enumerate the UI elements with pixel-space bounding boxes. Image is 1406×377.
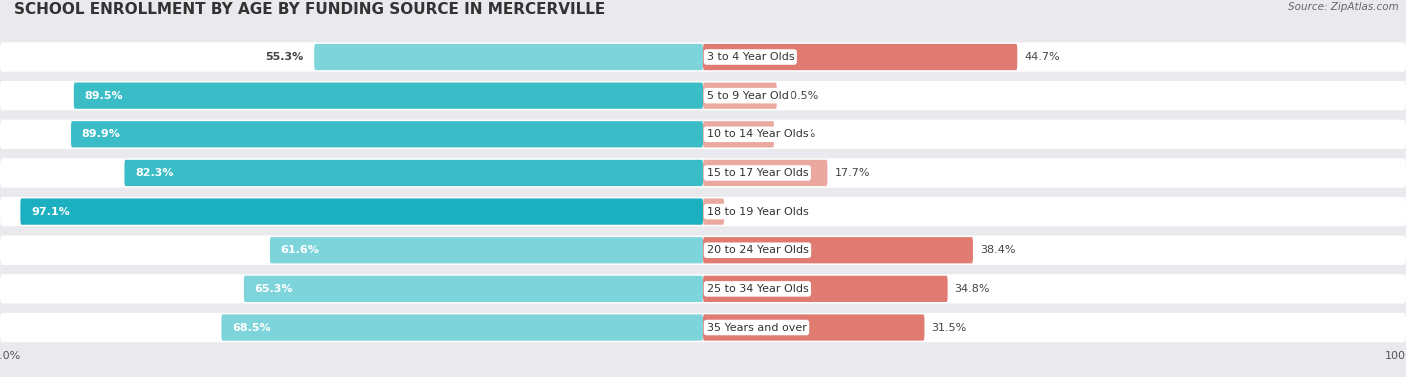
FancyBboxPatch shape xyxy=(125,160,703,186)
Text: 5 to 9 Year Old: 5 to 9 Year Old xyxy=(707,90,789,101)
Text: 10 to 14 Year Olds: 10 to 14 Year Olds xyxy=(707,129,808,139)
FancyBboxPatch shape xyxy=(0,158,1406,188)
Text: 3.0%: 3.0% xyxy=(731,207,759,217)
FancyBboxPatch shape xyxy=(703,314,925,341)
Text: 18 to 19 Year Olds: 18 to 19 Year Olds xyxy=(707,207,808,217)
Text: 82.3%: 82.3% xyxy=(135,168,173,178)
Text: 34.8%: 34.8% xyxy=(955,284,990,294)
FancyBboxPatch shape xyxy=(315,44,703,70)
FancyBboxPatch shape xyxy=(21,198,703,225)
Text: 38.4%: 38.4% xyxy=(980,245,1015,255)
Text: Source: ZipAtlas.com: Source: ZipAtlas.com xyxy=(1288,2,1399,12)
FancyBboxPatch shape xyxy=(703,160,827,186)
FancyBboxPatch shape xyxy=(703,83,778,109)
Text: 31.5%: 31.5% xyxy=(932,322,967,333)
FancyBboxPatch shape xyxy=(70,121,703,147)
FancyBboxPatch shape xyxy=(245,276,703,302)
FancyBboxPatch shape xyxy=(73,83,703,109)
Text: 89.5%: 89.5% xyxy=(84,90,122,101)
Text: 97.1%: 97.1% xyxy=(31,207,70,217)
Text: 65.3%: 65.3% xyxy=(254,284,292,294)
Text: 89.9%: 89.9% xyxy=(82,129,121,139)
FancyBboxPatch shape xyxy=(703,198,724,225)
FancyBboxPatch shape xyxy=(0,236,1406,265)
FancyBboxPatch shape xyxy=(703,237,973,264)
Text: 35 Years and over: 35 Years and over xyxy=(707,322,807,333)
Text: 20 to 24 Year Olds: 20 to 24 Year Olds xyxy=(707,245,808,255)
FancyBboxPatch shape xyxy=(0,274,1406,303)
Text: 15 to 17 Year Olds: 15 to 17 Year Olds xyxy=(707,168,808,178)
FancyBboxPatch shape xyxy=(703,121,775,147)
Text: 17.7%: 17.7% xyxy=(835,168,870,178)
FancyBboxPatch shape xyxy=(0,81,1406,110)
FancyBboxPatch shape xyxy=(0,120,1406,149)
FancyBboxPatch shape xyxy=(0,42,1406,72)
FancyBboxPatch shape xyxy=(270,237,703,264)
FancyBboxPatch shape xyxy=(222,314,703,341)
Text: 25 to 34 Year Olds: 25 to 34 Year Olds xyxy=(707,284,808,294)
Text: 61.6%: 61.6% xyxy=(280,245,319,255)
FancyBboxPatch shape xyxy=(0,313,1406,342)
Text: 3 to 4 Year Olds: 3 to 4 Year Olds xyxy=(707,52,794,62)
FancyBboxPatch shape xyxy=(0,197,1406,226)
Text: 55.3%: 55.3% xyxy=(266,52,304,62)
Text: SCHOOL ENROLLMENT BY AGE BY FUNDING SOURCE IN MERCERVILLE: SCHOOL ENROLLMENT BY AGE BY FUNDING SOUR… xyxy=(14,2,606,17)
FancyBboxPatch shape xyxy=(703,276,948,302)
Text: 10.1%: 10.1% xyxy=(782,129,817,139)
Text: 10.5%: 10.5% xyxy=(785,90,820,101)
FancyBboxPatch shape xyxy=(703,44,1018,70)
Text: 44.7%: 44.7% xyxy=(1024,52,1060,62)
Text: 68.5%: 68.5% xyxy=(232,322,270,333)
